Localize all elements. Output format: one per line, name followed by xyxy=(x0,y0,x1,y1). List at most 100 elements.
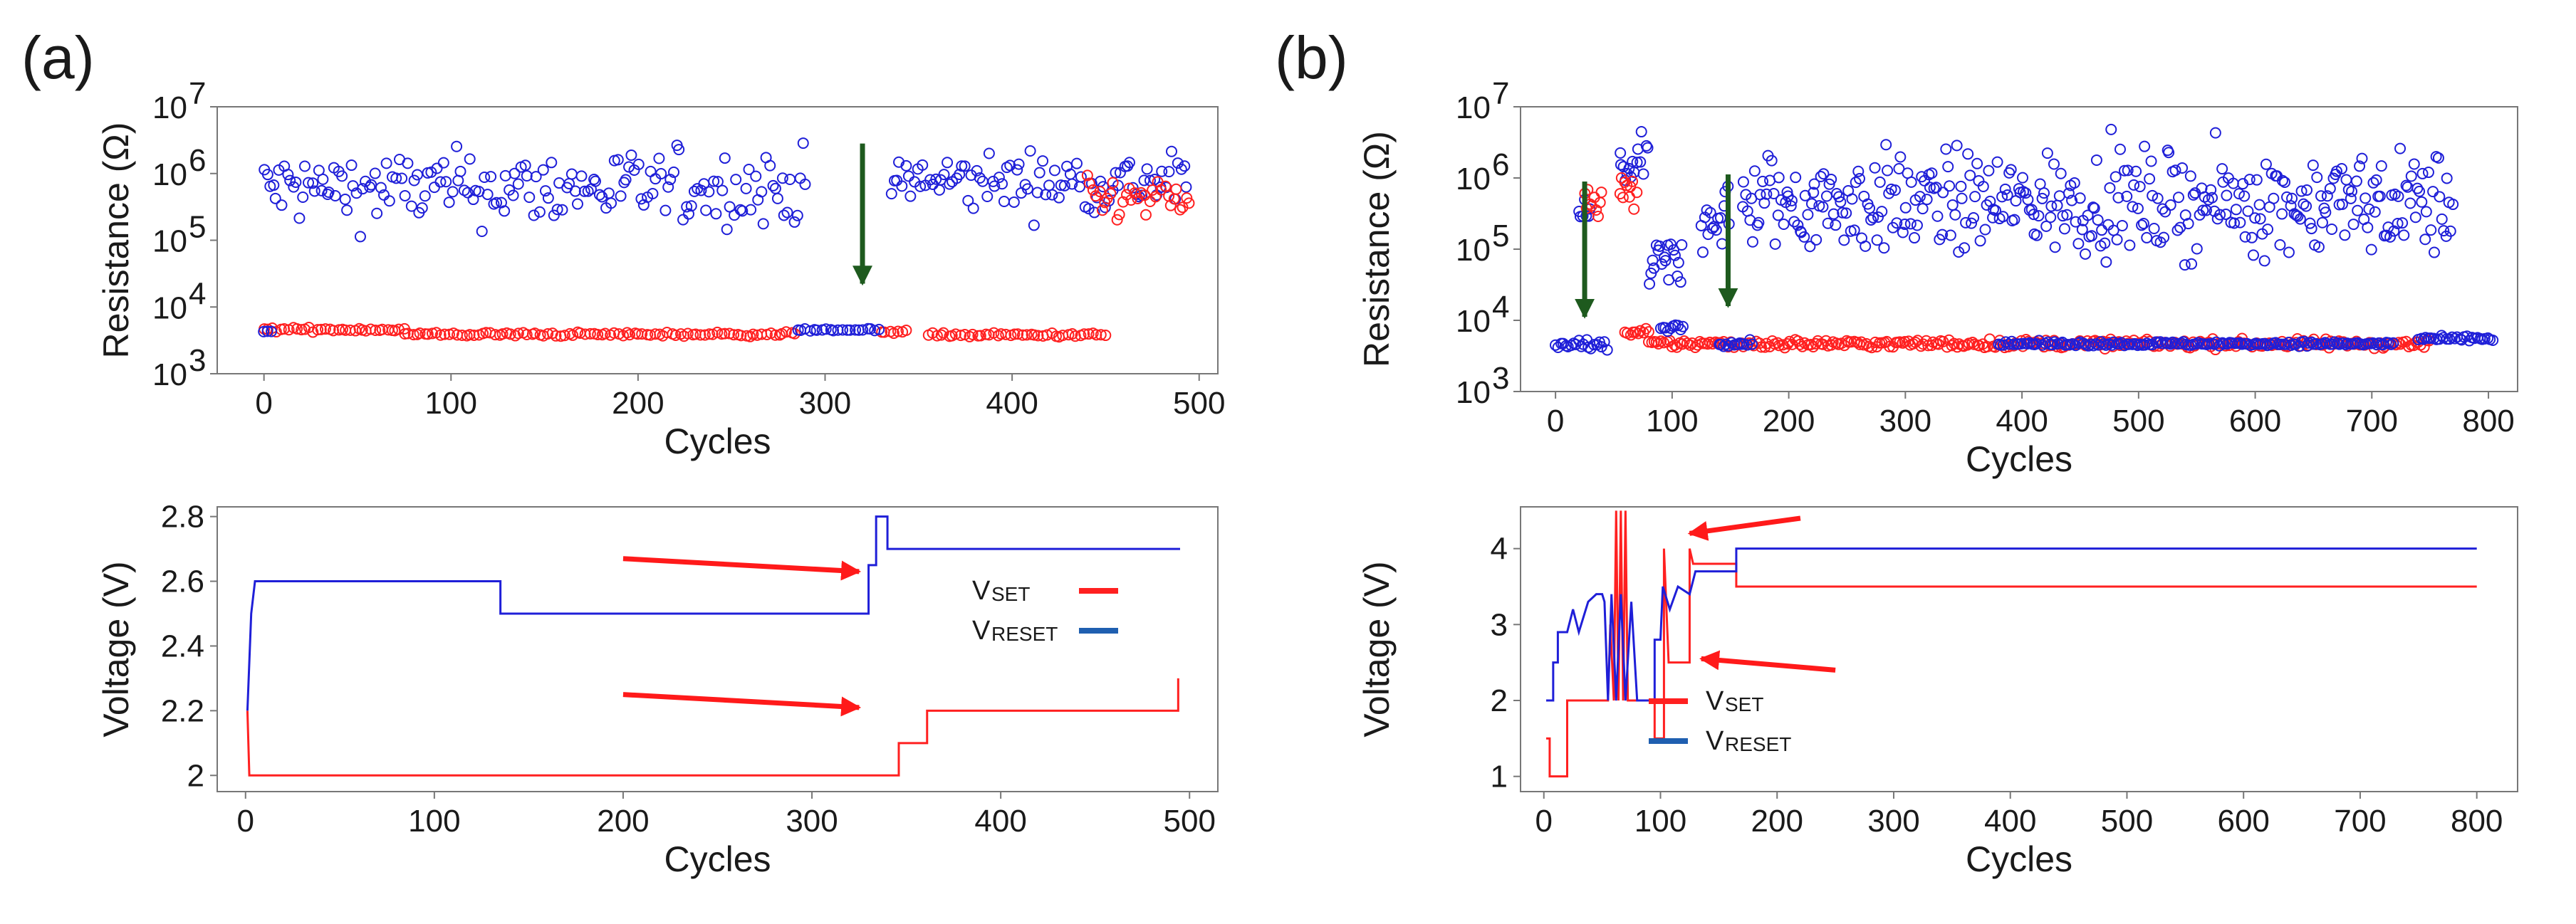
chart-a-resistance-point-hrs xyxy=(1028,219,1040,231)
chart-a-resistance-point-hrs xyxy=(341,204,353,216)
chart-b-resistance-point-hrs xyxy=(2374,190,2386,202)
chart-b-resistance-point-hrs xyxy=(2326,224,2338,236)
chart-a-resistance-point-lrs xyxy=(966,328,979,340)
chart-b-voltage-xtick-label: 400 xyxy=(1984,804,2036,839)
chart-b-resistance-point-lrs-blue xyxy=(2139,339,2151,351)
chart-a-resistance-point-hrs xyxy=(575,170,588,182)
chart-b-resistance-ytick-exp: 5 xyxy=(1492,219,1509,253)
chart-a-resistance-point-hrs xyxy=(440,176,452,188)
chart-a-voltage-xtick-label: 300 xyxy=(786,804,838,839)
chart-b-voltage-xtick-label: 800 xyxy=(2451,804,2503,839)
chart-a-resistance-point-hrs xyxy=(730,174,742,186)
chart-b-resistance-point-hrs xyxy=(2397,217,2409,229)
chart-a-resistance-point-hrs xyxy=(983,147,995,159)
chart-a-resistance-point-hrs xyxy=(316,184,328,196)
chart-a-resistance-point-lrs xyxy=(1008,328,1021,340)
chart-a-resistance-point-hrs xyxy=(405,200,417,212)
chart-a-resistance-point-lrs xyxy=(1083,328,1095,340)
chart-b-resistance-point-hrs xyxy=(1808,187,1820,199)
chart-b-resistance-point-hrs xyxy=(2179,259,2191,271)
chart-b-resistance-point-hrs xyxy=(2300,200,2312,212)
chart-b-resistance-point-hrs xyxy=(2290,209,2303,221)
chart-b-resistance-point-lrs-blue xyxy=(2487,334,2499,346)
chart-b-resistance-point-hrs xyxy=(2205,184,2217,196)
chart-b-resistance-point-hrs xyxy=(2251,174,2263,186)
chart-a-resistance-point-hrs-red xyxy=(1094,186,1106,198)
chart-a-resistance-point-hrs xyxy=(451,140,463,152)
chart-b-resistance-point-hrs-red xyxy=(1617,191,1629,204)
chart-b-resistance-point-hrs xyxy=(1676,238,1688,251)
chart-b-resistance-ytick-base: 10 xyxy=(1456,90,1491,125)
chart-a-resistance-point-lrs-blue xyxy=(869,325,881,337)
chart-a-resistance-point-hrs xyxy=(685,200,697,212)
chart-a-resistance-ytick-base: 10 xyxy=(152,357,187,392)
chart-a-resistance-point-hrs xyxy=(402,157,414,169)
chart-a-resistance-point-hrs xyxy=(589,175,601,187)
chart-b-resistance-point-lrs xyxy=(1794,338,1806,350)
chart-b-resistance-point-lrs-blue xyxy=(2123,338,2135,350)
chart-b-resistance-point-hrs xyxy=(1808,178,1820,190)
chart-a-resistance-point-hrs xyxy=(1149,173,1161,185)
chart-b-resistance-point-lrs xyxy=(1640,322,1652,335)
chart-b-resistance-point-hrs xyxy=(1909,232,1921,244)
chart-a-resistance-point-hrs xyxy=(485,171,497,183)
chart-b-resistance-point-hrs xyxy=(1798,231,1810,243)
chart-b-resistance-point-hrs xyxy=(2427,186,2439,198)
chart-a-resistance-point-hrs xyxy=(308,185,320,197)
chart-b-resistance-ytick-exp: 6 xyxy=(1492,147,1509,182)
chart-b-resistance-point-hrs xyxy=(2030,229,2043,241)
chart-b-resistance-point-hrs xyxy=(1837,206,1849,219)
chart-a-resistance-point-hrs xyxy=(276,199,288,211)
chart-a-resistance-point-lrs xyxy=(624,329,636,341)
chart-a-resistance-point-hrs xyxy=(710,208,722,220)
chart-a-resistance-point-lrs-blue xyxy=(261,325,273,337)
chart-b-resistance-point-hrs xyxy=(1805,198,1818,210)
chart-b-resistance-point-hrs xyxy=(2072,238,2085,250)
chart-b-resistance-point-hrs xyxy=(2242,205,2254,217)
chart-b-resistance-point-lrs xyxy=(1810,337,1822,350)
chart-a-resistance-point-hrs xyxy=(736,205,749,217)
chart-b-resistance-point-hrs xyxy=(1966,217,1978,229)
chart-b-resistance-ytick-label: 10 xyxy=(1456,375,1491,410)
chart-b-resistance-point-hrs xyxy=(2370,174,2382,186)
chart-b-resistance-point-hrs xyxy=(2408,158,2420,170)
chart-b-resistance-point-hrs xyxy=(1778,219,1790,231)
chart-b-resistance-point-hrs xyxy=(1853,173,1865,185)
chart-a-resistance-point-lrs xyxy=(414,327,426,340)
chart-a-resistance-point-hrs xyxy=(375,182,387,194)
chart-a-resistance-point-hrs-red xyxy=(1081,169,1093,182)
chart-b-resistance-point-hrs xyxy=(2294,213,2306,225)
chart-b-resistance-ytick-base: 10 xyxy=(1456,233,1491,268)
chart-b-resistance-point-hrs xyxy=(2441,172,2453,184)
chart-a-resistance-point-hrs xyxy=(944,178,956,190)
chart-b-resistance-point-hrs xyxy=(2298,198,2310,210)
chart-b-voltage-xtick-label: 700 xyxy=(2334,804,2386,839)
chart-a-resistance-point-hrs xyxy=(284,174,296,187)
chart-b-voltage-xtick-label: 300 xyxy=(1867,804,1919,839)
chart-b-resistance-point-hrs xyxy=(2392,190,2404,202)
chart-b-resistance-point-hrs xyxy=(1746,236,1758,248)
chart-b-voltage-arrow xyxy=(1699,650,1836,673)
chart-b-resistance-point-hrs xyxy=(2260,158,2272,170)
chart-a-resistance-point-hrs xyxy=(293,212,306,224)
chart-a-resistance-xtick-label: 0 xyxy=(255,386,272,421)
chart-b-resistance-point-hrs xyxy=(2036,192,2048,204)
chart-a-resistance-point-hrs xyxy=(974,172,986,184)
chart-a-resistance-point-hrs xyxy=(507,189,519,201)
chart-a-resistance-point-hrs xyxy=(799,178,811,190)
chart-b-resistance-point-hrs xyxy=(2041,147,2053,159)
chart-b-resistance-point-hrs xyxy=(1669,249,1681,261)
chart-b-resistance-point-hrs xyxy=(1999,183,2011,195)
chart-b-resistance-point-lrs-blue xyxy=(1733,337,1746,349)
chart-b-resistance-point-hrs xyxy=(2141,231,2153,243)
chart-b-resistance-point-lrs xyxy=(1761,337,1773,350)
chart-a-resistance-point-hrs xyxy=(447,186,459,198)
chart-b-resistance-point-hrs xyxy=(2279,176,2291,188)
chart-a-resistance-point-hrs xyxy=(1141,163,1153,175)
chart-b-resistance-point-hrs xyxy=(2085,230,2097,242)
chart-b-resistance-point-hrs xyxy=(1951,140,1963,152)
chart-b-resistance-ytick-base: 10 xyxy=(1456,304,1491,339)
chart-b-resistance-point-lrs-blue xyxy=(1746,338,1758,350)
